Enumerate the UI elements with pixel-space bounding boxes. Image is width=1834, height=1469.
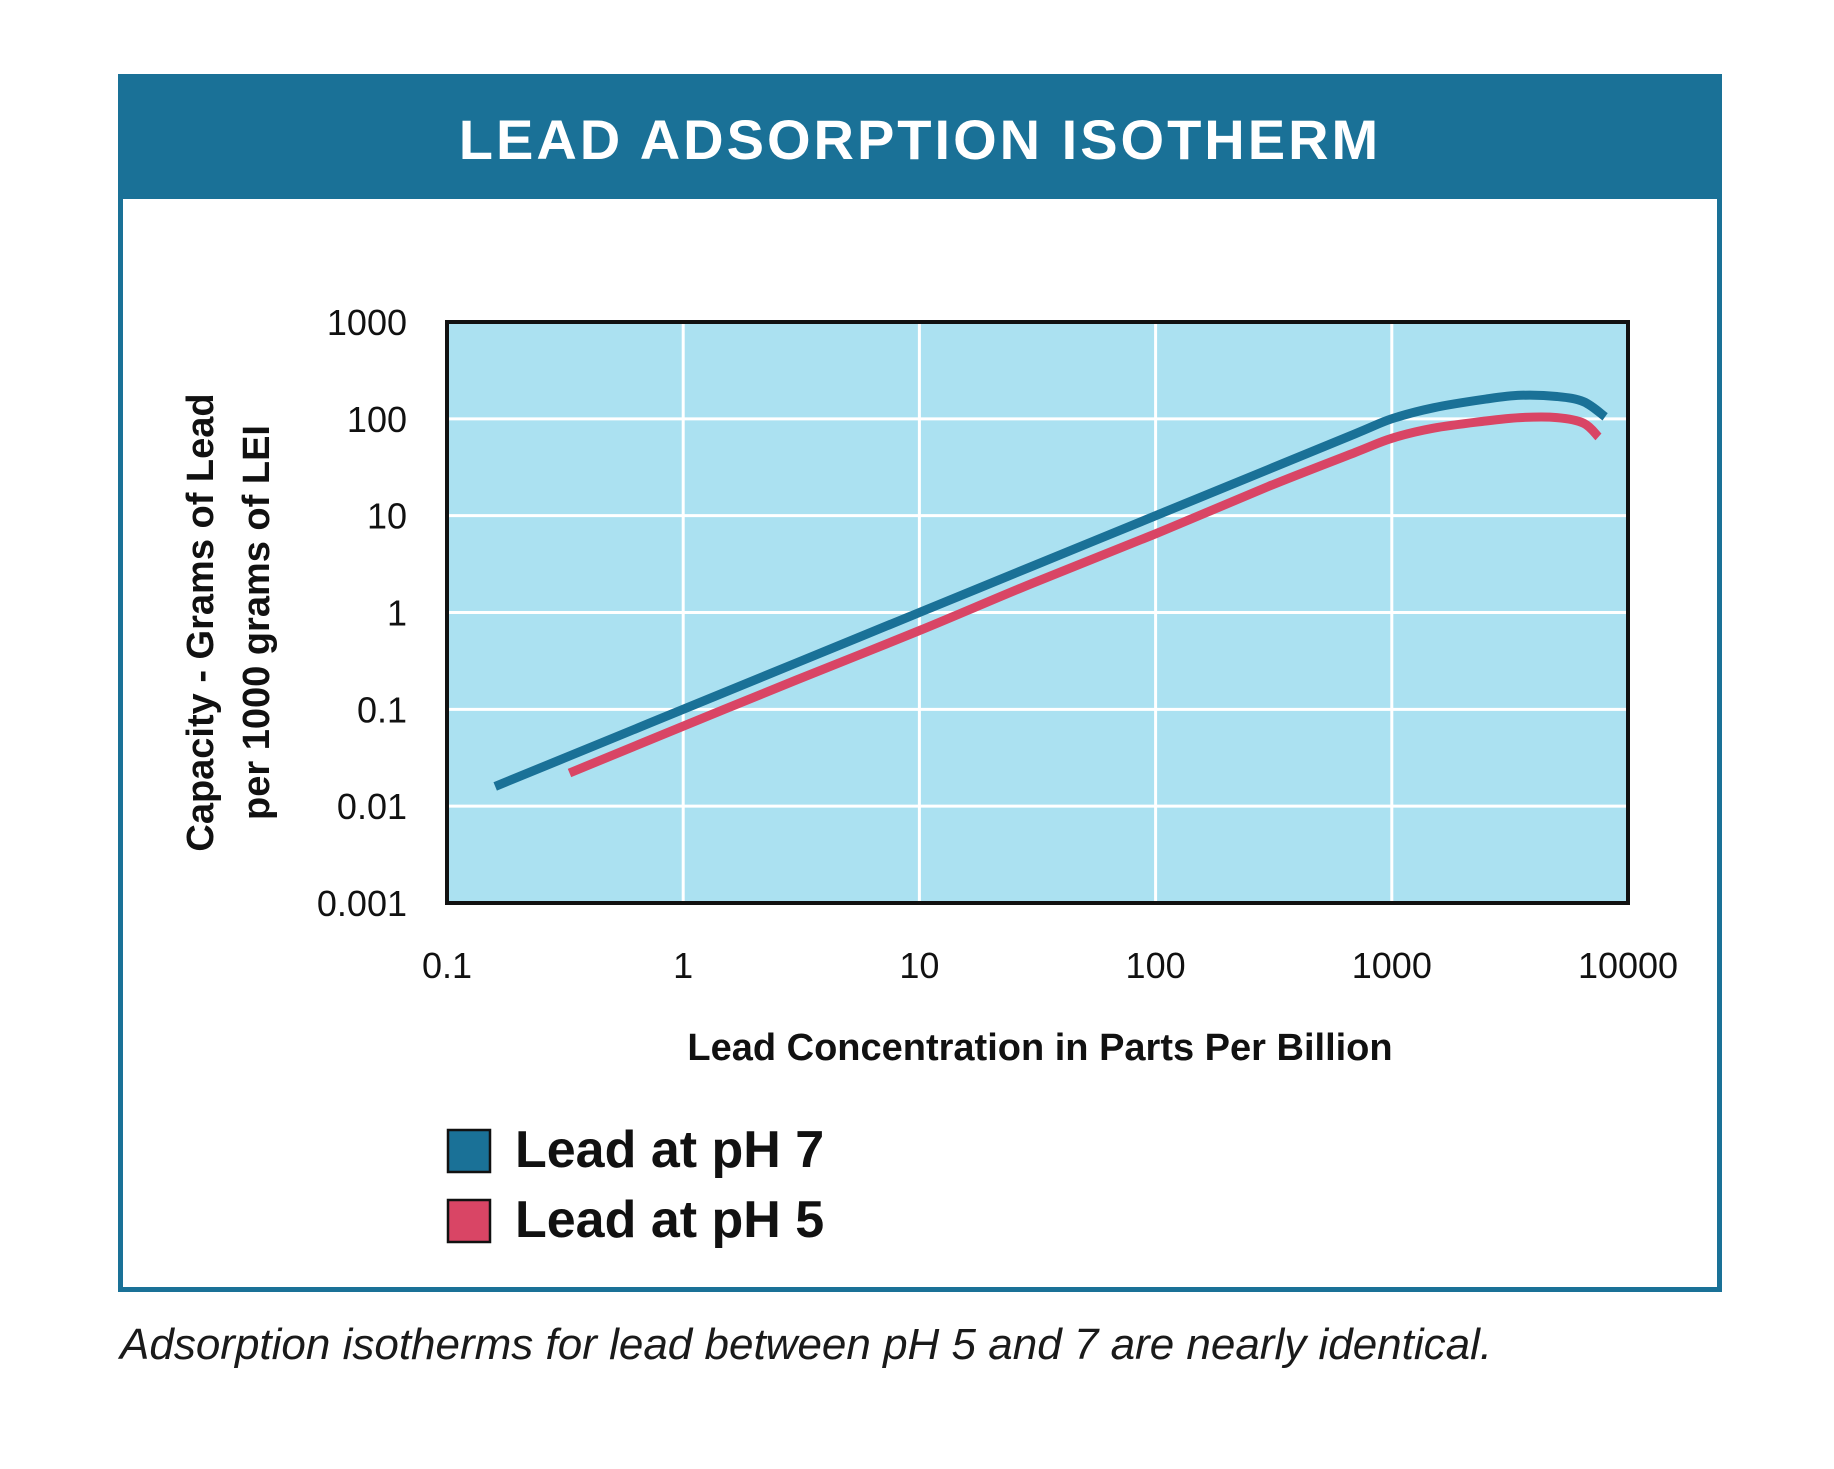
y-axis-label-line: Capacity - Grams of Lead xyxy=(180,393,222,851)
series-line-lead-at-ph-5 xyxy=(567,412,1602,778)
x-tick-label: 10 xyxy=(899,945,939,986)
chart-title: LEAD ADSORPTION ISOTHERM xyxy=(458,107,1382,171)
x-tick-label: 1 xyxy=(673,945,693,986)
y-tick-label: 10 xyxy=(367,496,407,537)
y-tick-label: 0.001 xyxy=(317,883,407,924)
legend-label: Lead at pH 7 xyxy=(515,1121,824,1179)
x-tick-label: 10000 xyxy=(1578,945,1678,986)
y-tick-label: 1000 xyxy=(327,302,407,343)
legend-label: Lead at pH 5 xyxy=(515,1191,824,1249)
y-tick-label: 100 xyxy=(347,399,407,440)
figure-caption: Adsorption isotherms for lead between pH… xyxy=(120,1320,1493,1369)
title-bar: LEAD ADSORPTION ISOTHERM xyxy=(123,79,1717,199)
x-tick-label: 0.1 xyxy=(422,945,472,986)
y-tick-label: 0.01 xyxy=(337,786,407,827)
x-axis-label: Lead Concentration in Parts Per Billion xyxy=(687,1027,1392,1069)
y-axis-label-line: per 1000 grams of LEI xyxy=(236,425,278,820)
legend-swatch xyxy=(446,1198,492,1244)
series-line-lead-at-ph-7 xyxy=(493,390,1608,791)
x-tick-label: 100 xyxy=(1126,945,1186,986)
plot-border xyxy=(445,320,1630,905)
y-tick-label: 1 xyxy=(387,593,407,634)
y-tick-label: 0.1 xyxy=(357,689,407,730)
x-tick-label: 1000 xyxy=(1352,945,1432,986)
legend-swatch xyxy=(446,1128,492,1174)
